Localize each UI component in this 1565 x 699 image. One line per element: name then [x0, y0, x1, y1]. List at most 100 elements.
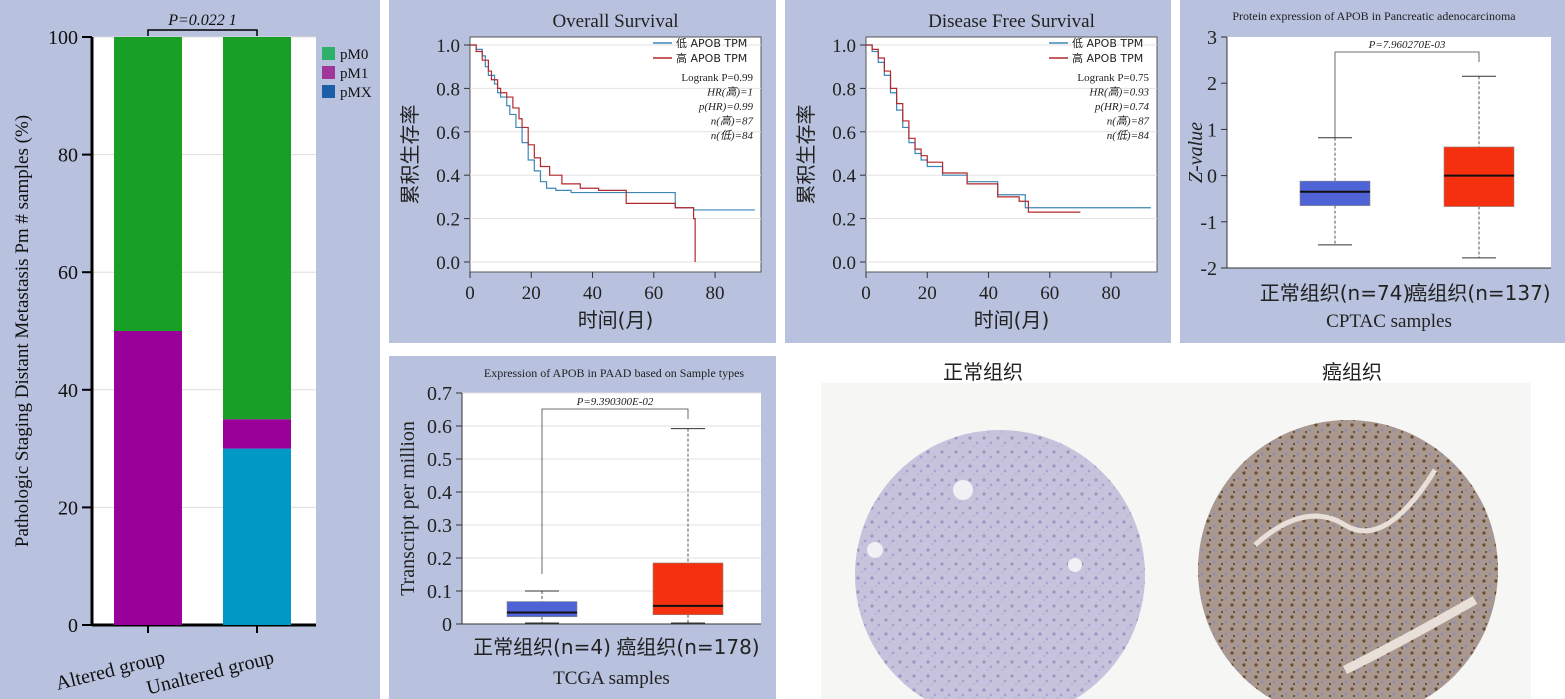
y-tick-label: 0.0: [436, 253, 460, 274]
y-tick-label: 2: [1207, 73, 1217, 95]
ihc-tumor-stroma: [1342, 596, 1478, 675]
y-tick-label: 0.7: [427, 383, 452, 405]
y-axis-label: Z-value: [1185, 122, 1207, 183]
y-tick-label: 40: [58, 380, 78, 402]
y-tick-label: 20: [58, 497, 78, 519]
x-tick-label: 60: [1040, 283, 1059, 304]
stats-text: n(高)=87: [1107, 115, 1150, 128]
y-tick-label: 1.0: [436, 36, 460, 57]
ihc-images: [855, 420, 1498, 699]
box: [1299, 180, 1371, 206]
y-tick-label: 1: [1207, 119, 1217, 141]
y-tick-label: 0.2: [832, 210, 856, 231]
ihc-tumor-tissue: [1198, 420, 1498, 699]
plot-area: [469, 36, 762, 273]
x-axis-label: 时间(月): [974, 308, 1050, 332]
legend-label: 高 APOB TPM: [1072, 51, 1143, 65]
stats-text: p(HR)=0.99: [698, 101, 754, 113]
significance-bracket: [541, 408, 689, 574]
os-panel: 0.0 0.2 0.4 0.6 0.8 1.0 0 20 40 60 80 Overall Survi…: [389, 0, 776, 343]
legend-label: pMX: [340, 85, 372, 101]
legend-label: pM0: [340, 47, 368, 63]
box: [506, 601, 578, 618]
x-tick-label: 60: [644, 283, 663, 304]
tcga-panel: 0 0.1 0.2 0.3 0.4 0.5 0.6 0.7 正常组织(n=4) 癌组织(n=178…: [389, 356, 776, 699]
y-tick-label: 0.8: [436, 79, 460, 100]
category-label: 癌组织(n=137): [1407, 281, 1550, 305]
dfs-panel: 0.0 0.2 0.4 0.6 0.8 1.0 0 20 40 60 80 Disease Free …: [785, 0, 1171, 343]
p-value-annotation: P=0.022 1: [167, 12, 237, 29]
y-axis-label: Transcript per million: [397, 421, 419, 596]
y-tick-label: -2: [1200, 258, 1217, 280]
y-tick-label: 0.0: [832, 253, 856, 274]
bar-segment-pm1: [223, 419, 291, 449]
y-tick-label: 0.4: [427, 482, 452, 504]
y-axis-label: Pathologic Staging Distant Metastasis Pm…: [12, 115, 33, 547]
stats-text: HR(高)=1: [706, 86, 753, 99]
legend-swatch: [322, 66, 335, 79]
legend-label: 高 APOB TPM: [676, 51, 747, 65]
dfs-km-chart: 0.0 0.2 0.4 0.6 0.8 1.0 0 20 40 60 80 Disease Free …: [794, 11, 1158, 332]
legend-label: pM1: [340, 66, 368, 82]
y-tick-label: 0.6: [427, 416, 452, 438]
legend-swatch: [322, 85, 335, 98]
x-axis-label: CPTAC samples: [1326, 311, 1452, 332]
y-tick-label: 0.4: [832, 166, 856, 187]
bar-segment-pm1: [114, 331, 182, 625]
bar-segment-pmx: [223, 448, 291, 625]
y-tick-label: 0.4: [436, 166, 460, 187]
y-axis-label: 累积生存率: [398, 105, 422, 205]
y-tick-label: 0.2: [427, 548, 452, 570]
x-tick-label: 0: [465, 283, 475, 304]
stats-text: p(HR)=0.74: [1094, 101, 1150, 113]
x-tick-label: 40: [979, 283, 998, 304]
y-tick-label: 60: [58, 262, 78, 284]
km-curve: [866, 44, 1081, 213]
box: [652, 562, 724, 616]
x-axis-label: 时间(月): [578, 308, 654, 332]
x-tick-label: 80: [706, 283, 725, 304]
p-value-annotation: P=9.390300E-02: [576, 396, 654, 408]
ihc-normal-vessel: [1068, 558, 1082, 572]
legend-swatch: [322, 47, 335, 60]
category-label: 正常组织(n=74): [1260, 281, 1411, 305]
y-tick-label: 1.0: [832, 36, 856, 57]
y-tick-label: 0: [1207, 166, 1217, 188]
x-tick-label: 40: [583, 283, 602, 304]
ihc-normal-label: 正常组织: [943, 360, 1023, 384]
y-tick-label: 0.3: [427, 515, 452, 537]
bar-segment-pm0: [114, 37, 182, 331]
p-value-annotation: P=7.960270E-03: [1368, 39, 1446, 51]
stats-text: Logrank P=0.99: [681, 72, 753, 84]
y-tick-label: 0.6: [436, 123, 460, 144]
x-tick-label: 20: [522, 283, 541, 304]
y-axis-label: 累积生存率: [794, 105, 818, 205]
significance-bracket: [1334, 51, 1480, 138]
cptac-panel: -2 -1 0 1 2 3 正常组织(n=74) 癌组织(n=137) P=7.960270E-…: [1180, 0, 1565, 343]
y-tick-label: 100: [48, 27, 78, 49]
ihc-tumor-label: 癌组织: [1322, 360, 1382, 384]
ihc-normal-tissue: [855, 430, 1145, 699]
ihc-normal-vessel: [867, 542, 883, 558]
y-tick-label: 0.8: [832, 79, 856, 100]
tcga-boxplot: 0 0.1 0.2 0.3 0.4 0.5 0.6 0.7 正常组织(n=4) 癌组织(n=178…: [397, 366, 761, 689]
y-tick-label: 0.2: [436, 210, 460, 231]
x-tick-label: 0: [861, 283, 871, 304]
os-km-chart: 0.0 0.2 0.4 0.6 0.8 1.0 0 20 40 60 80 Overall Survi…: [398, 11, 762, 332]
y-tick-label: 3: [1207, 27, 1217, 49]
y-tick-label: -1: [1200, 212, 1217, 234]
chart-title: Disease Free Survival: [928, 11, 1095, 32]
km-curve: [470, 44, 696, 262]
y-tick-label: 0: [68, 615, 78, 637]
legend-label: 低 APOB TPM: [1072, 37, 1143, 50]
chart-title: Expression of APOB in PAAD based on Samp…: [484, 366, 745, 380]
y-tick-label: 80: [58, 145, 78, 167]
stats-text: n(低)=84: [1107, 129, 1150, 142]
stats-text: n(低)=84: [711, 129, 754, 142]
x-tick-label: 80: [1102, 283, 1121, 304]
y-tick-label: 0.5: [427, 449, 452, 471]
category-label: 正常组织(n=4): [473, 635, 611, 659]
plot-area: [865, 36, 1158, 273]
stats-text: HR(高)=0.93: [1088, 86, 1149, 99]
